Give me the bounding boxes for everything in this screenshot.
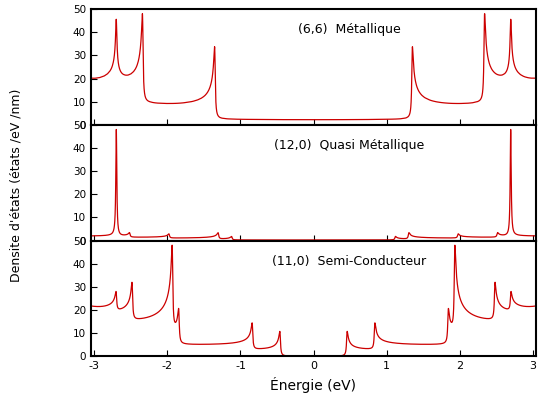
X-axis label: Énergie (eV): Énergie (eV) — [271, 377, 356, 393]
Text: Densite d'états (états /eV /nm): Densite d'états (états /eV /nm) — [10, 89, 23, 282]
Text: (6,6)  Métallique: (6,6) Métallique — [298, 23, 400, 36]
Text: (12,0)  Quasi Métallique: (12,0) Quasi Métallique — [274, 139, 424, 152]
Text: (11,0)  Semi-Conducteur: (11,0) Semi-Conducteur — [272, 255, 426, 268]
